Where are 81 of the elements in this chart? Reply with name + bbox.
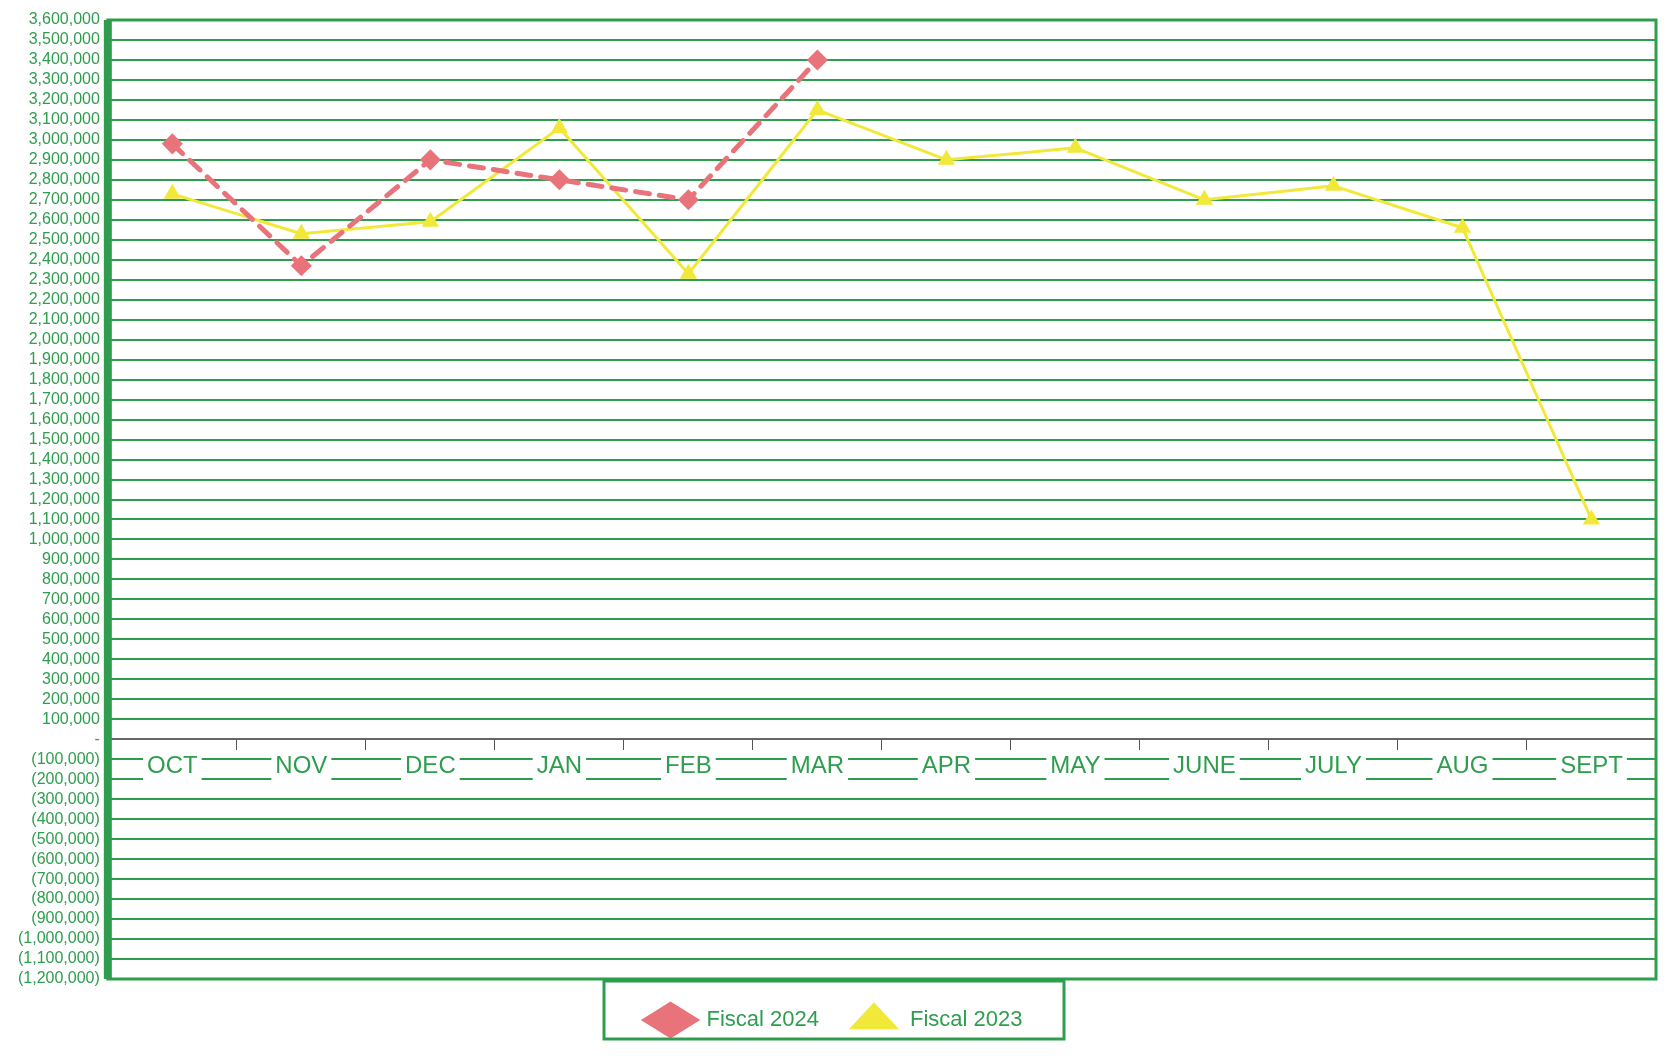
y-tick-label: (500,000) xyxy=(31,829,100,847)
y-tick-label: 3,200,000 xyxy=(28,90,100,108)
x-tick-label: JULY xyxy=(1305,751,1362,779)
y-tick-label: 1,400,000 xyxy=(28,449,100,467)
point xyxy=(162,134,182,154)
x-tick-label: NOV xyxy=(275,751,328,779)
y-tick-label: 3,300,000 xyxy=(28,70,100,88)
point xyxy=(422,213,438,227)
y-tick-label: 2,600,000 xyxy=(28,210,100,228)
y-tick-label: 500,000 xyxy=(41,629,100,647)
point xyxy=(293,225,309,239)
y-tick-label: 1,300,000 xyxy=(28,469,100,487)
y-tick-label: 400,000 xyxy=(41,649,100,667)
point xyxy=(1325,177,1342,191)
y-tick-label: 300,000 xyxy=(41,669,100,687)
y-tick-label: 2,500,000 xyxy=(28,230,100,248)
x-tick-label: APR xyxy=(921,751,972,779)
y-tick-label: (700,000) xyxy=(31,869,100,887)
x-tick-label: AUG xyxy=(1436,751,1489,779)
y-tick-label: (1,100,000) xyxy=(17,949,100,967)
x-tick-label: MAR xyxy=(790,751,845,779)
y-tick-label: 1,100,000 xyxy=(28,509,100,527)
point xyxy=(680,265,696,279)
legend-label: Fiscal 2023 xyxy=(910,1006,1023,1032)
y-tick-label: 2,900,000 xyxy=(28,150,100,168)
point xyxy=(291,256,311,276)
y-tick-label: 2,400,000 xyxy=(28,250,100,268)
y-tick-label: 3,600,000 xyxy=(28,10,100,28)
y-tick-label: (100,000) xyxy=(31,749,100,767)
point xyxy=(809,101,825,115)
y-tick-label: 3,500,000 xyxy=(28,30,100,48)
point xyxy=(678,190,698,210)
x-tick-label: JAN xyxy=(536,751,583,779)
point xyxy=(1196,191,1213,205)
legend-label: Fiscal 2024 xyxy=(706,1006,820,1032)
x-tick-label: JUNE xyxy=(1173,751,1236,779)
x-tick-label: FEB xyxy=(665,751,712,779)
y-tick-label: (1,000,000) xyxy=(17,929,100,947)
x-tick-label: OCT xyxy=(147,751,199,779)
y-tick-label: 1,700,000 xyxy=(28,390,100,408)
y-tick-label: (1,200,000) xyxy=(17,969,100,987)
point xyxy=(420,150,440,170)
y-tick-label: 1,500,000 xyxy=(28,429,100,447)
y-tick-label: (800,000) xyxy=(31,889,100,907)
y-tick-label: 2,800,000 xyxy=(28,170,100,188)
point xyxy=(1454,219,1471,233)
y-tick-label: 3,000,000 xyxy=(28,130,100,148)
y-tick-label: 100,000 xyxy=(41,709,100,727)
y-tick-label: 2,300,000 xyxy=(28,270,100,288)
y-tick-label: (200,000) xyxy=(31,769,100,787)
y-tick-label: 1,600,000 xyxy=(28,409,100,427)
y-tick-label: 700,000 xyxy=(41,589,100,607)
x-tick-label: SEPT xyxy=(1560,751,1624,779)
y-tick-label: 3,100,000 xyxy=(28,110,100,128)
point xyxy=(807,50,827,70)
x-tick-label: MAY xyxy=(1050,751,1101,779)
y-tick-label: (600,000) xyxy=(31,849,100,867)
point xyxy=(164,185,180,199)
y-tick-label: 2,700,000 xyxy=(28,190,100,208)
point xyxy=(938,151,954,165)
x-tick-label: DEC xyxy=(405,751,456,779)
y-tick-label: (300,000) xyxy=(31,789,100,807)
point xyxy=(1583,510,1600,525)
y-tick-label: 1,000,000 xyxy=(28,529,100,547)
y-tick-label: 2,100,000 xyxy=(28,310,100,328)
y-tick-label: 2,000,000 xyxy=(28,330,100,348)
y-tick-label: 200,000 xyxy=(41,689,100,707)
point xyxy=(551,119,567,133)
point xyxy=(1067,139,1083,153)
y-tick-label: 600,000 xyxy=(41,609,100,627)
y-tick-label: - xyxy=(94,729,100,747)
y-tick-label: 800,000 xyxy=(41,569,100,587)
y-tick-label: 1,900,000 xyxy=(28,350,100,368)
y-tick-label: 1,800,000 xyxy=(28,370,100,388)
y-tick-label: 1,200,000 xyxy=(28,489,100,507)
point xyxy=(549,170,569,190)
y-tick-label: 900,000 xyxy=(41,549,100,567)
y-tick-label: (400,000) xyxy=(31,809,100,827)
y-tick-label: 2,200,000 xyxy=(28,290,100,308)
y-tick-label: 3,400,000 xyxy=(28,50,100,68)
y-tick-label: (900,000) xyxy=(31,909,100,927)
